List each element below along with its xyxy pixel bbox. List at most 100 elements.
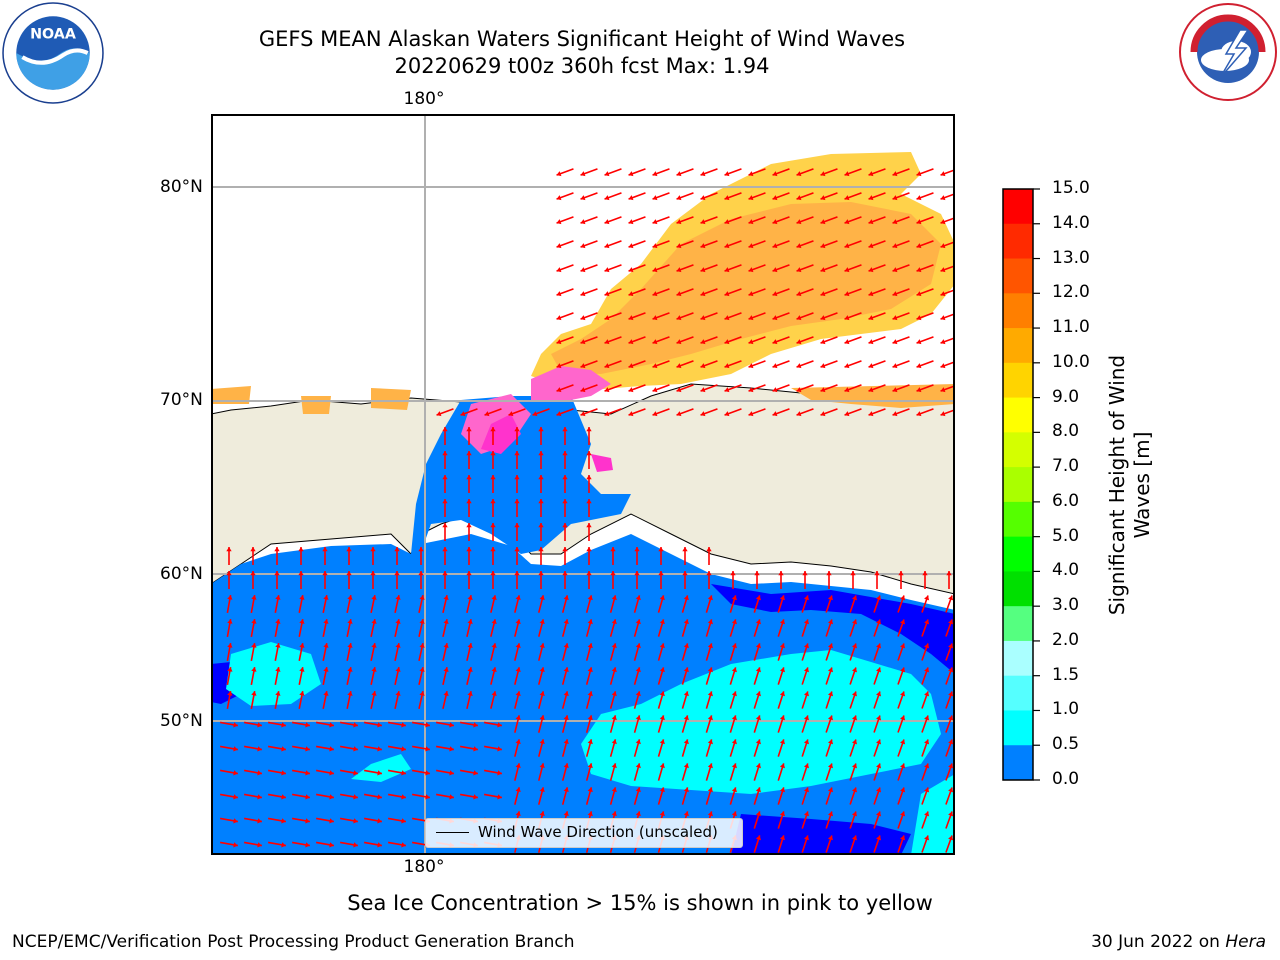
wind-wave-arrowhead (900, 595, 906, 601)
wind-wave-arrowhead (628, 291, 634, 297)
wind-wave-arrowhead (924, 667, 930, 673)
wind-wave-arrowhead (347, 619, 353, 624)
wind-wave-arrowhead (724, 171, 730, 177)
wind-wave-arrowhead (724, 315, 730, 321)
wind-wave-arrowhead (868, 219, 874, 225)
colorbar-segment (1003, 710, 1033, 746)
wind-wave-arrowhead (772, 219, 778, 225)
wind-wave-arrowhead (395, 667, 401, 672)
wind-wave-arrowhead (779, 643, 786, 649)
wind-wave-arrowhead (731, 619, 737, 625)
wind-wave-arrowhead (587, 643, 593, 649)
wind-wave-arrowhead (755, 787, 761, 793)
wind-wave-arrowhead (659, 763, 665, 769)
wind-wave-arrowhead (900, 691, 906, 697)
wind-wave-arrowhead (425, 794, 430, 800)
wind-wave-arrowhead (442, 523, 448, 528)
wind-wave-arrowhead (539, 619, 545, 625)
wind-wave-arrowhead (796, 219, 802, 225)
wind-wave-arrowhead (682, 547, 688, 552)
wind-wave-arrowhead (724, 243, 730, 249)
wind-wave-arrowhead (827, 715, 834, 721)
wind-wave-arrowhead (676, 243, 682, 249)
wind-wave-arrowhead (442, 547, 448, 552)
wind-wave-arrowhead (371, 691, 377, 696)
wind-wave-arrowhead (604, 195, 610, 201)
wind-wave-arrowhead (587, 739, 593, 745)
wind-wave-arrowhead (473, 746, 478, 752)
wind-wave-arrowhead (377, 818, 382, 824)
wind-wave-arrowhead (443, 691, 449, 696)
wind-wave-arrowhead (851, 763, 858, 769)
wind-wave-arrowhead (731, 667, 737, 673)
wind-wave-arrowhead (706, 571, 712, 576)
wind-wave-arrowhead (604, 243, 610, 249)
wind-wave-arrowhead (562, 571, 568, 576)
wind-wave-arrowhead (347, 643, 353, 648)
wind-wave-arrowhead (563, 763, 569, 769)
wind-wave-arrowhead (900, 715, 906, 721)
wind-wave-arrowhead (418, 571, 424, 576)
wind-wave-arrowhead (868, 363, 874, 369)
wind-wave-arrowhead (755, 595, 761, 601)
wind-wave-arrowhead (700, 339, 706, 345)
wind-wave-arrowhead (635, 811, 641, 817)
wind-wave-arrowhead (924, 739, 930, 745)
wind-wave-arrowhead (940, 339, 946, 345)
wind-wave-arrowhead (635, 739, 641, 745)
wind-wave-arrowhead (275, 643, 281, 648)
legend-line-swatch (436, 832, 469, 833)
wind-wave-arrowhead (948, 595, 954, 601)
wind-wave-arrowhead (281, 770, 286, 776)
wind-wave-arrowhead (329, 722, 334, 728)
wind-wave-arrowhead (755, 643, 761, 649)
wind-wave-arrowhead (323, 691, 329, 696)
wind-wave-arrowhead (586, 475, 592, 480)
wind-wave-arrowhead (851, 691, 858, 697)
wind-wave-arrowhead (443, 667, 449, 672)
wind-wave-arrowhead (580, 267, 586, 273)
wind-wave-arrowhead (707, 691, 713, 697)
wind-wave-arrowhead (659, 667, 665, 673)
wave-height-map (211, 114, 955, 855)
wind-wave-arrowhead (628, 195, 634, 201)
wind-wave-arrowhead (827, 691, 834, 697)
wind-wave-arrowhead (707, 739, 713, 745)
wind-wave-arrowhead (778, 571, 784, 576)
wind-wave-arrowhead (580, 291, 586, 297)
colorbar-label: Significant Height of Wind Waves [m] (1105, 275, 1155, 695)
wind-wave-arrowhead (851, 667, 858, 673)
wind-wave-arrowhead (755, 619, 761, 625)
lon-label-top: 180° (403, 89, 445, 109)
wind-wave-arrowhead (922, 571, 928, 576)
wind-wave-arrowhead (652, 219, 658, 225)
wind-wave-arrowhead (586, 427, 592, 432)
wind-wave-arrowhead (876, 619, 882, 625)
wind-wave-arrowhead (377, 722, 382, 728)
wind-wave-arrowhead (940, 195, 946, 201)
wind-wave-arrowhead (233, 842, 238, 848)
wind-wave-arrowhead (371, 619, 377, 624)
wind-wave-arrowhead (892, 315, 898, 321)
wind-wave-arrowhead (274, 547, 280, 552)
wind-wave-arrowhead (707, 811, 713, 817)
wind-wave-arrowhead (539, 691, 545, 697)
wind-wave-arrowhead (844, 315, 850, 321)
wind-wave-arrowhead (299, 667, 305, 672)
wind-wave-arrowhead (466, 499, 472, 504)
wind-wave-arrowhead (515, 739, 521, 745)
wind-wave-arrowhead (948, 691, 954, 697)
wind-wave-arrowhead (940, 363, 946, 369)
run-date: 30 Jun 2022 on Hera (1091, 932, 1266, 952)
wind-wave-arrowhead (514, 523, 520, 528)
wind-wave-arrowhead (497, 794, 502, 800)
wind-wave-arrowhead (683, 595, 689, 601)
wind-wave-arrowhead (827, 643, 834, 649)
wind-wave-arrowhead (394, 571, 400, 576)
wind-wave-arrowhead (700, 195, 706, 201)
wind-wave-arrowhead (802, 571, 808, 576)
wind-wave-arrowhead (563, 595, 569, 601)
wind-wave-arrowhead (634, 571, 640, 576)
wind-wave-arrowhead (796, 315, 802, 321)
wind-wave-arrowhead (916, 219, 922, 225)
